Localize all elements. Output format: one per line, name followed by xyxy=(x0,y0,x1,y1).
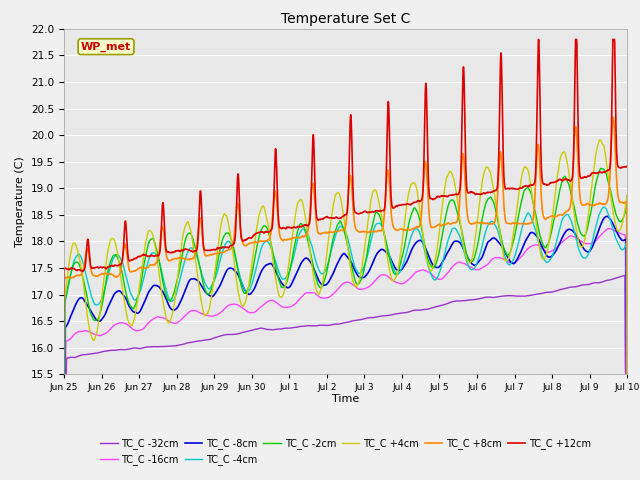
TC_C -4cm xyxy=(589,236,597,241)
Legend: TC_C -32cm, TC_C -16cm, TC_C -8cm, TC_C -4cm, TC_C -2cm, TC_C +4cm, TC_C +8cm, T: TC_C -32cm, TC_C -16cm, TC_C -8cm, TC_C … xyxy=(96,434,595,469)
TC_C -4cm xyxy=(623,372,631,377)
Title: Temperature Set C: Temperature Set C xyxy=(281,12,410,26)
TC_C +8cm xyxy=(509,220,517,226)
TC_C +12cm xyxy=(589,170,597,176)
TC_C -2cm xyxy=(597,166,605,171)
TC_C +4cm xyxy=(596,137,604,143)
TC_C -8cm xyxy=(60,372,68,377)
TC_C +4cm xyxy=(573,233,581,239)
TC_C -2cm xyxy=(589,197,597,203)
TC_C +12cm xyxy=(60,372,68,377)
TC_C +8cm xyxy=(589,203,597,209)
TC_C +12cm xyxy=(534,36,542,42)
TC_C +8cm xyxy=(623,372,631,377)
TC_C -8cm xyxy=(603,214,611,219)
TC_C -4cm xyxy=(362,259,370,264)
TC_C +12cm xyxy=(623,164,631,170)
TC_C +8cm xyxy=(609,114,617,120)
Y-axis label: Temperature (C): Temperature (C) xyxy=(15,156,26,247)
TC_C -32cm xyxy=(509,293,517,299)
TC_C -8cm xyxy=(573,235,581,241)
TC_C -16cm xyxy=(217,309,225,315)
TC_C -32cm xyxy=(374,314,382,320)
TC_C -2cm xyxy=(362,258,370,264)
TC_C -8cm xyxy=(362,273,370,278)
TC_C -4cm xyxy=(60,372,68,377)
TC_C +12cm xyxy=(374,208,382,214)
X-axis label: Time: Time xyxy=(332,394,359,404)
Line: TC_C -2cm: TC_C -2cm xyxy=(64,168,627,374)
TC_C +12cm xyxy=(217,245,225,251)
TC_C -4cm xyxy=(217,254,225,260)
TC_C +4cm xyxy=(623,372,631,377)
TC_C +8cm xyxy=(362,229,370,235)
Line: TC_C +12cm: TC_C +12cm xyxy=(64,39,627,374)
TC_C -8cm xyxy=(374,250,382,255)
TC_C -32cm xyxy=(217,333,225,339)
TC_C -2cm xyxy=(509,239,517,245)
TC_C +4cm xyxy=(589,173,597,179)
TC_C +4cm xyxy=(374,195,382,201)
TC_C -16cm xyxy=(573,236,581,242)
TC_C +8cm xyxy=(60,372,68,377)
TC_C -16cm xyxy=(605,226,613,231)
TC_C +8cm xyxy=(374,228,382,234)
TC_C -8cm xyxy=(509,261,517,266)
TC_C +4cm xyxy=(362,237,370,243)
TC_C -16cm xyxy=(362,285,370,291)
TC_C -32cm xyxy=(573,284,581,289)
TC_C +12cm xyxy=(574,93,582,99)
TC_C +4cm xyxy=(509,233,517,239)
TC_C -16cm xyxy=(374,275,382,280)
TC_C -32cm xyxy=(623,372,631,377)
TC_C -16cm xyxy=(60,372,68,377)
TC_C +4cm xyxy=(217,222,225,228)
TC_C -8cm xyxy=(623,372,631,377)
TC_C -2cm xyxy=(217,243,225,249)
Line: TC_C +4cm: TC_C +4cm xyxy=(64,140,627,374)
TC_C -32cm xyxy=(589,280,597,286)
Text: WP_met: WP_met xyxy=(81,42,131,52)
TC_C -32cm xyxy=(362,315,370,321)
TC_C +12cm xyxy=(509,186,517,192)
TC_C -8cm xyxy=(217,280,225,286)
TC_C -16cm xyxy=(509,260,517,266)
TC_C +4cm xyxy=(60,372,68,377)
TC_C -2cm xyxy=(623,372,631,377)
Line: TC_C -8cm: TC_C -8cm xyxy=(64,216,627,374)
TC_C -4cm xyxy=(509,257,517,263)
TC_C -16cm xyxy=(623,372,631,377)
TC_C -4cm xyxy=(600,204,607,210)
TC_C -32cm xyxy=(621,273,628,278)
TC_C +8cm xyxy=(573,146,581,152)
TC_C -32cm xyxy=(60,372,68,377)
Line: TC_C -32cm: TC_C -32cm xyxy=(64,276,627,374)
TC_C -2cm xyxy=(60,372,68,377)
Line: TC_C +8cm: TC_C +8cm xyxy=(64,117,627,374)
TC_C -2cm xyxy=(573,219,581,225)
TC_C -8cm xyxy=(589,242,597,248)
TC_C -4cm xyxy=(573,241,581,247)
TC_C +8cm xyxy=(217,250,225,256)
TC_C -4cm xyxy=(374,220,382,226)
Line: TC_C -4cm: TC_C -4cm xyxy=(64,207,627,374)
TC_C +12cm xyxy=(362,209,370,215)
TC_C -2cm xyxy=(374,211,382,216)
Line: TC_C -16cm: TC_C -16cm xyxy=(64,228,627,374)
TC_C -16cm xyxy=(589,240,597,246)
